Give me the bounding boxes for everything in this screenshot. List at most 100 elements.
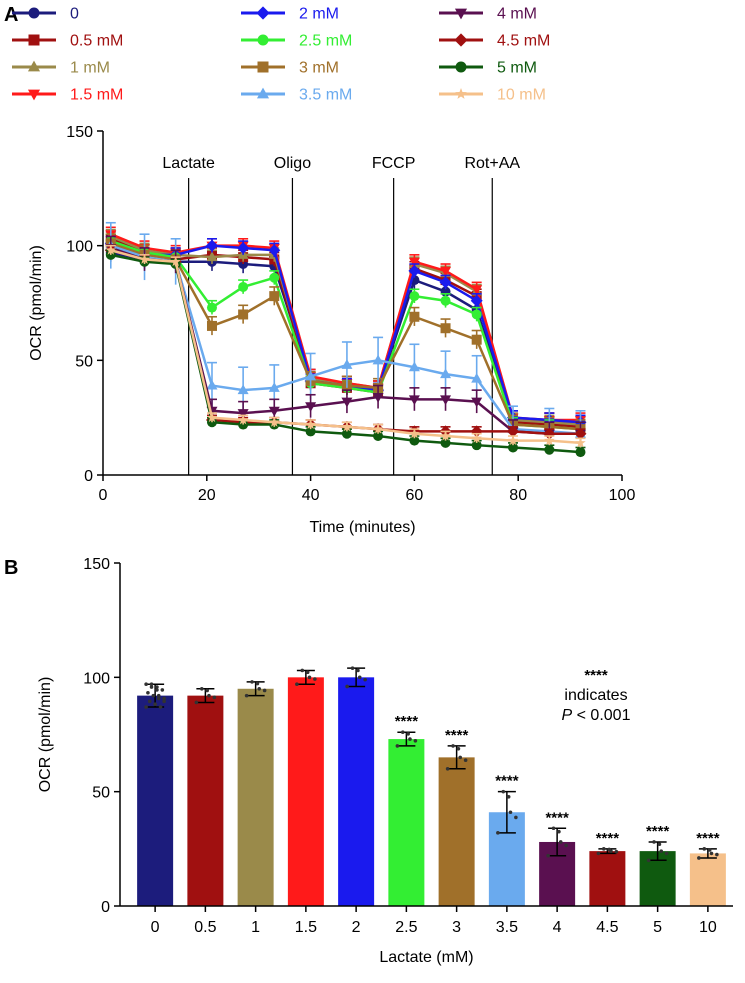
- series-10-point-8: [373, 431, 384, 442]
- bar-dot-0-8: [146, 690, 150, 695]
- series-8-point-6: [305, 402, 317, 412]
- series-4-point-10: [439, 276, 452, 289]
- bar-dot-11-1: [709, 851, 714, 856]
- series-7-point-3: [206, 379, 218, 390]
- bar-dot-0-15: [155, 688, 159, 692]
- series-8-point-11: [471, 397, 483, 408]
- legend-marker-8: [454, 8, 468, 20]
- note-p-rest: < 0.001: [572, 707, 630, 724]
- bar-group-8: ****: [539, 809, 576, 906]
- significance-5: ****: [395, 713, 419, 730]
- series-10-point-11: [471, 440, 482, 451]
- bar-dot-7-3: [514, 815, 518, 820]
- legend-label-11: 10 mM: [497, 87, 546, 104]
- legend-entry-1: 0.5 mM: [12, 33, 123, 50]
- significance-7: ****: [495, 773, 519, 790]
- series-11-point-1: [139, 253, 150, 264]
- bar-2: [338, 677, 375, 906]
- bar-dot-0-14: [162, 699, 166, 704]
- series-10-point-6: [305, 426, 316, 437]
- series-7-point-7: [341, 359, 353, 369]
- series-9-point-12: [507, 425, 520, 438]
- bar-dot-0-3: [162, 696, 166, 701]
- note-stars: ****: [584, 667, 608, 684]
- bar-group-4: [338, 666, 375, 906]
- series-10-point-14: [575, 447, 586, 458]
- series-6-point-11: [471, 334, 482, 345]
- bar-group-11: ****: [689, 830, 726, 906]
- series-7-point-5: [268, 382, 280, 392]
- legend-label-2: 1 mM: [70, 60, 110, 77]
- y-tick-label-a-3: 150: [66, 124, 93, 141]
- x-axis-title-b: Lactate (mM): [379, 949, 473, 966]
- legend-entry-5: 2.5 mM: [241, 33, 352, 50]
- bar-dot-10-3: [664, 851, 669, 856]
- x-tick-label-a-0: 0: [99, 487, 108, 504]
- legend-label-9: 4.5 mM: [497, 33, 550, 50]
- bar-dot-0-11: [144, 682, 148, 686]
- bar-group: **** **** **** **** **** **** ****: [137, 666, 726, 906]
- series-10-point-9: [409, 435, 420, 446]
- series-11-point-9: [409, 428, 420, 439]
- bar-dot-8-0: [546, 853, 550, 858]
- series-4-point-11: [470, 294, 483, 307]
- legend: 0 0.5 mM 1 mM 1.5 mM 2 mM 2.5 mM 3 mM 3.5 mM 4 m…: [12, 6, 550, 104]
- bar-dot-0-2: [149, 682, 154, 686]
- legend-marker-10: [455, 61, 467, 73]
- x-tick-label-b-2: 1: [251, 919, 260, 936]
- series-7-point-8: [372, 354, 384, 365]
- bar-dot-6-4: [456, 746, 461, 751]
- y-tick-label-b-0: 0: [101, 899, 110, 916]
- bar-dot-1-4: [205, 688, 209, 693]
- series-11-point-8: [372, 423, 384, 434]
- bar-dot-5-1: [408, 737, 412, 741]
- bar-dot-2-3: [262, 688, 267, 693]
- series-5-point-9: [409, 291, 420, 302]
- series-11-point-13: [544, 435, 555, 446]
- legend-entry-2: 1 mM: [12, 60, 110, 77]
- bar-group-6: ****: [438, 727, 475, 906]
- x-tick-label-b-5: 2.5: [395, 919, 417, 936]
- legend-marker-5: [257, 34, 269, 46]
- series-7-point-6: [305, 370, 317, 381]
- bar-dot-9-3: [614, 849, 619, 854]
- series-8-point-4: [237, 409, 249, 419]
- x-tick-label-b-10: 5: [653, 919, 662, 936]
- series-7-point-11: [471, 372, 483, 383]
- legend-entry-3: 1.5 mM: [12, 87, 123, 104]
- x-tick-label-b-4: 2: [352, 919, 361, 936]
- series-10-point-13: [544, 444, 555, 455]
- bar-dot-8-2: [551, 826, 556, 831]
- bar-10: [689, 853, 726, 906]
- note-pvalue: P < 0.001: [562, 707, 631, 724]
- bar-dot-11-4: [707, 848, 712, 852]
- y-tick-label-b-2: 100: [83, 670, 110, 687]
- event-label-3: Rot+AA: [464, 155, 520, 172]
- y-tick-label-a-1: 50: [75, 353, 93, 370]
- series-4-point-3: [205, 239, 218, 252]
- bar-dot-9-0: [596, 851, 601, 856]
- chart-a-time-course: Lactate Oligo FCCP Rot+AA 0 50 100 150 0 20 40 60 8…: [28, 124, 635, 536]
- significance-10: ****: [646, 823, 670, 840]
- y-axis-title-a: OCR (pmol/min): [28, 245, 45, 361]
- bar-dot-5-0: [395, 744, 400, 748]
- legend-entry-10: 5 mM: [439, 60, 537, 77]
- series-3-point-10: [440, 266, 452, 277]
- x-tick-label-b-8: 4: [553, 919, 562, 936]
- legend-marker-4: [256, 6, 270, 20]
- significance-11: ****: [696, 830, 720, 847]
- x-tick-label-b-11: 10: [699, 919, 717, 936]
- bar-group-5: ****: [388, 713, 425, 906]
- axes-b: 0 50 100 150 0 0.5 1 1.5 2 2.5 3 3.5 4 4.5 5 10: [83, 556, 733, 936]
- bar-dot-8-4: [557, 829, 561, 834]
- x-tick-label-b-7: 3.5: [496, 919, 518, 936]
- series-3-point-11: [471, 285, 483, 295]
- bar-dot-3-2: [300, 668, 305, 673]
- series-5-point-5: [269, 272, 280, 283]
- bar-dot-3-3: [313, 677, 317, 681]
- legend-entry-8: 4 mM: [439, 6, 537, 23]
- series-2-point-3: [206, 251, 218, 262]
- x-axis-title-a: Time (minutes): [309, 519, 415, 536]
- bar-dot-1-3: [212, 695, 217, 700]
- event-label-2: FCCP: [372, 155, 416, 172]
